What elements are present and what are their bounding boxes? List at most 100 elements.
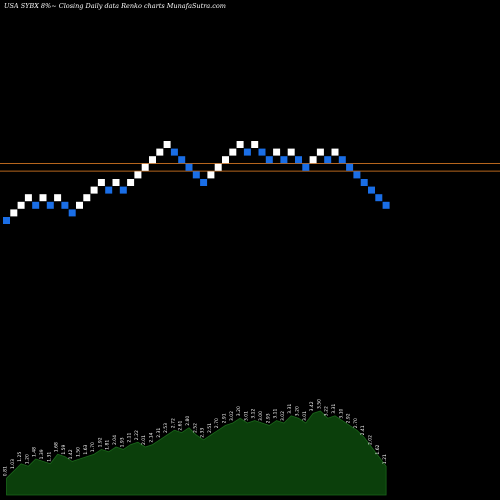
volume-label: 1.62 (375, 444, 381, 454)
volume-area (6, 410, 387, 496)
volume-label: 3.00 (258, 411, 264, 421)
volume-label: 3.10 (338, 408, 344, 418)
volume-label: 2.70 (214, 418, 220, 428)
volume-label: 3.50 (316, 399, 322, 409)
renko-brick (105, 186, 113, 194)
renko-brick (3, 217, 10, 224)
renko-brick (243, 148, 251, 156)
volume-label: 3.20 (236, 406, 242, 416)
renko-brick (236, 141, 244, 148)
volume-label: 1.25 (17, 452, 23, 462)
renko-brick (127, 179, 135, 186)
renko-brick (346, 163, 354, 171)
volume-label: 1.20 (24, 454, 30, 464)
renko-brick (375, 194, 383, 202)
volume-label: 3.42 (309, 401, 315, 411)
volume-label: 3.12 (251, 408, 257, 418)
volume-label: 1.70 (90, 442, 96, 452)
volume-label: 2.51 (207, 423, 213, 433)
renko-brick (17, 201, 25, 209)
renko-brick (170, 148, 178, 156)
renko-brick (97, 179, 105, 186)
renko-brick (258, 148, 266, 156)
volume-label: 2.52 (192, 423, 198, 433)
renko-brick (222, 156, 229, 164)
volume-label: 1.21 (382, 454, 388, 464)
volume-label: 0.81 (3, 466, 9, 476)
volume-label: 1.03 (10, 459, 16, 469)
renko-brick (360, 179, 368, 186)
volume-label: 2.04 (112, 435, 118, 445)
renko-brick (324, 156, 332, 164)
renko-brick (178, 156, 186, 164)
volume-label: 2.22 (134, 430, 140, 440)
volume-label: 1.63 (83, 444, 89, 454)
renko-brick (156, 148, 164, 156)
volume-label: 3.31 (287, 404, 293, 414)
renko-brick (10, 209, 18, 217)
volume-label: 1.48 (32, 447, 38, 457)
renko-brick (68, 209, 76, 217)
renko-brick (163, 141, 171, 148)
volume-label: 1.31 (46, 452, 52, 462)
volume-label: 2.53 (163, 423, 169, 433)
volume-label: 2.93 (265, 413, 271, 423)
renko-brick (134, 171, 142, 179)
volume-label: 3.02 (280, 411, 286, 421)
renko-brick (316, 148, 324, 156)
volume-label: 2.72 (170, 418, 176, 428)
volume-label: 3.11 (273, 408, 279, 418)
renko-brick (61, 201, 69, 209)
volume-label: 1.93 (119, 437, 125, 447)
renko-brick (112, 179, 120, 186)
renko-brick (229, 148, 237, 156)
renko-brick (76, 201, 83, 209)
renko-brick (207, 171, 215, 179)
renko-brick (338, 156, 346, 164)
renko-brick (287, 148, 295, 156)
renko-brick (251, 141, 259, 148)
volume-label: 3.02 (229, 411, 235, 421)
volume-label: 3.01 (243, 411, 249, 421)
volume-label: 2.61 (178, 420, 184, 430)
volume-label: 3.31 (331, 404, 337, 414)
renko-brick (32, 201, 40, 209)
volume-label: 2.91 (222, 413, 228, 423)
volume-label: 1.50 (76, 447, 82, 457)
renko-brick (192, 171, 200, 179)
renko-brick (368, 186, 375, 194)
renko-brick (280, 156, 288, 164)
volume-label: 1.92 (97, 437, 103, 447)
renko-brick (382, 201, 390, 209)
renko-brick (331, 148, 339, 156)
volume-label: 2.70 (353, 418, 359, 428)
volume-label: 1.42 (68, 449, 74, 459)
volume-label: 2.80 (185, 416, 191, 426)
volume-label: 1.68 (54, 442, 60, 452)
volume-label: 2.33 (200, 428, 206, 438)
chart-title: USA SYBX 8%~ Closing Daily data Renko ch… (4, 2, 226, 10)
renko-brick (265, 156, 273, 164)
volume-label: 2.14 (149, 432, 155, 442)
renko-brick (46, 201, 54, 209)
volume-label: 3.22 (324, 406, 330, 416)
renko-brick (302, 163, 310, 171)
renko-brick (141, 163, 149, 171)
volume-label: 3.01 (302, 411, 308, 421)
volume-label: 2.11 (127, 432, 133, 442)
renko-brick (353, 171, 361, 179)
volume-label: 2.31 (156, 428, 162, 438)
renko-brick (200, 179, 208, 186)
renko-brick (149, 156, 156, 164)
renko-brick (54, 194, 62, 202)
renko-brick (185, 163, 193, 171)
renko-brick (214, 163, 222, 171)
volume-label: 1.81 (105, 440, 111, 450)
renko-brick (119, 186, 127, 194)
volume-label: 2.02 (368, 435, 374, 445)
renko-brick (309, 156, 317, 164)
volume-label: 1.39 (39, 449, 45, 459)
renko-brick (273, 148, 281, 156)
renko-brick (295, 156, 302, 164)
